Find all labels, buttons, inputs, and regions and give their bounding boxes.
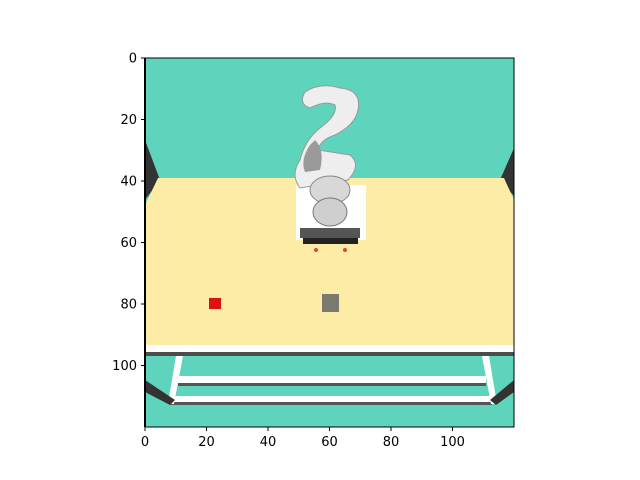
frame-rail-upper <box>178 376 486 383</box>
frame-rail-upper-shadow <box>178 383 486 386</box>
frame-corner-left <box>145 380 175 405</box>
y-tick-label: 100 <box>112 359 137 374</box>
y-tick-label: 80 <box>120 298 137 313</box>
robot-arm <box>294 85 366 252</box>
y-axis: 0 20 40 60 80 100 <box>112 52 145 374</box>
table-surface <box>145 178 514 352</box>
x-tick-label: 0 <box>141 435 149 450</box>
table-edge-highlight <box>145 345 514 352</box>
floor-area <box>145 356 514 427</box>
x-axis: 0 20 40 60 80 100 <box>141 427 465 450</box>
y-tick-label: 60 <box>120 236 137 251</box>
x-tick-label: 40 <box>260 435 277 450</box>
frame-leg-left <box>168 356 183 404</box>
red-cube-object <box>209 298 221 309</box>
y-tick-label: 0 <box>129 52 137 67</box>
gray-block-object <box>322 294 339 312</box>
frame-leg-right <box>482 356 497 404</box>
frame-rail-lower <box>170 396 492 402</box>
x-tick-label: 80 <box>383 435 400 450</box>
y-tick-label: 20 <box>120 113 137 128</box>
y-tick-label: 40 <box>120 175 137 190</box>
frame-corner-right <box>490 380 514 405</box>
table-front-edge <box>145 352 514 356</box>
frame-rail-lower-shadow <box>170 402 492 405</box>
rendered-scene-image <box>145 58 514 427</box>
x-tick-label: 60 <box>321 435 338 450</box>
x-tick-label: 100 <box>440 435 465 450</box>
x-tick-label: 20 <box>198 435 215 450</box>
